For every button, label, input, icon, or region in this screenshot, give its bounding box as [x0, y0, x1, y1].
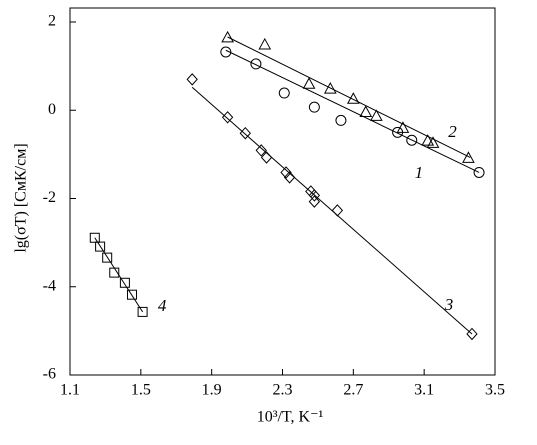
point: [396, 121, 410, 133]
point: [308, 195, 321, 208]
plot-frame: [69, 7, 496, 376]
point: [258, 37, 272, 50]
series-label: 4: [158, 296, 167, 315]
point: [346, 92, 360, 104]
point: [220, 46, 232, 58]
point: [302, 77, 316, 89]
point: [323, 82, 337, 94]
point: [221, 111, 234, 124]
point: [466, 327, 478, 341]
x-tick-label: 2.3: [273, 382, 293, 399]
fit-line: [225, 49, 480, 173]
y-tick-label: -6: [43, 366, 56, 383]
point: [137, 306, 148, 317]
series-label: 2: [448, 122, 457, 141]
point: [102, 252, 113, 263]
point: [421, 134, 435, 146]
point: [186, 73, 198, 86]
point: [473, 166, 485, 178]
point: [89, 232, 100, 243]
point: [308, 189, 321, 202]
point: [250, 58, 262, 70]
point: [370, 109, 383, 121]
point: [406, 134, 418, 146]
y-axis-label: lg(σT) [СмК/см]: [13, 143, 30, 252]
x-tick-label: 2.7: [343, 382, 363, 399]
x-tick-label: 3.1: [414, 382, 434, 399]
x-tick-label: 3.5: [485, 382, 505, 399]
point: [221, 30, 234, 43]
series-label: 1: [415, 163, 424, 182]
x-tick-label: 1.5: [131, 382, 151, 399]
point: [260, 151, 273, 164]
series-label: 3: [444, 295, 454, 314]
point: [280, 166, 292, 179]
point: [109, 267, 120, 278]
y-tick-label: -4: [43, 277, 56, 294]
point: [335, 114, 347, 126]
point: [119, 277, 130, 288]
point: [95, 241, 106, 252]
y-tick-label: 0: [48, 101, 56, 118]
x-tick-label: 1.9: [202, 382, 222, 399]
y-tick-label: -2: [43, 189, 56, 206]
x-axis-label: 10³/T, K⁻¹: [257, 409, 324, 426]
point: [331, 204, 344, 217]
point: [239, 126, 251, 140]
y-tick-label: 2: [48, 13, 56, 30]
point: [126, 289, 137, 300]
point: [278, 87, 290, 99]
point: [426, 136, 440, 148]
point: [359, 105, 373, 117]
point: [283, 171, 296, 184]
x-tick-label: 1.1: [60, 382, 80, 399]
point: [255, 144, 267, 157]
fit-line: [227, 36, 471, 158]
point: [462, 151, 475, 163]
point: [308, 101, 320, 113]
